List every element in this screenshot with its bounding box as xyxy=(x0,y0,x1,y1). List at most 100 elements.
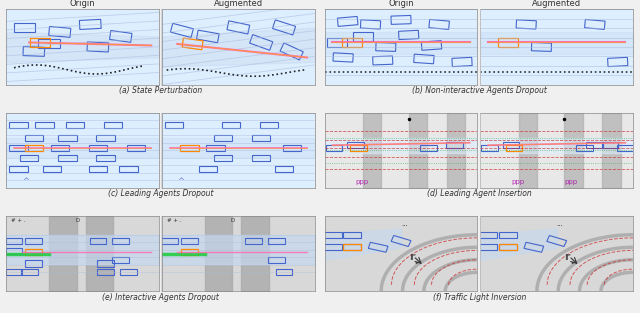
Text: Origin: Origin xyxy=(70,0,95,8)
Bar xyxy=(499,244,517,250)
Bar xyxy=(245,238,262,244)
Bar xyxy=(323,244,342,250)
Bar xyxy=(6,238,22,244)
Bar xyxy=(38,39,60,49)
Bar xyxy=(399,30,419,39)
Bar xyxy=(89,166,107,172)
Bar xyxy=(97,155,115,161)
Text: (a) State Perturbation: (a) State Perturbation xyxy=(119,86,202,95)
Bar xyxy=(113,257,129,263)
Bar xyxy=(6,248,22,254)
Bar xyxy=(113,238,129,244)
Bar xyxy=(524,242,543,252)
Bar xyxy=(25,145,43,151)
Bar xyxy=(420,145,437,151)
Bar xyxy=(181,249,198,255)
Bar xyxy=(198,166,217,172)
Bar xyxy=(10,145,28,151)
Bar xyxy=(333,53,353,62)
Text: ^: ^ xyxy=(22,177,29,186)
Text: (c) Leading Agents Dropout: (c) Leading Agents Dropout xyxy=(108,189,214,198)
Bar xyxy=(20,155,38,161)
Bar xyxy=(221,122,240,128)
Bar xyxy=(23,47,45,56)
Text: ...: ... xyxy=(401,221,408,227)
Bar xyxy=(43,166,61,172)
Bar xyxy=(89,145,107,151)
Bar xyxy=(180,145,198,151)
Bar xyxy=(165,122,184,128)
Bar xyxy=(26,238,42,244)
Bar xyxy=(196,30,219,43)
Text: r: r xyxy=(564,252,570,262)
Bar xyxy=(586,142,604,148)
Bar xyxy=(452,57,472,67)
Bar xyxy=(49,27,71,37)
Bar xyxy=(120,269,137,275)
Bar xyxy=(10,122,28,128)
Bar xyxy=(481,145,498,151)
Bar xyxy=(350,145,367,151)
Bar xyxy=(250,35,273,50)
Bar xyxy=(337,17,358,26)
Bar xyxy=(602,142,618,148)
Text: Origin: Origin xyxy=(388,0,414,8)
Bar xyxy=(479,232,497,238)
Bar xyxy=(252,135,270,141)
Bar xyxy=(347,142,364,148)
Bar xyxy=(170,23,193,38)
Text: ^: ^ xyxy=(177,177,184,186)
Text: (e) Interactive Agents Dropout: (e) Interactive Agents Dropout xyxy=(102,293,220,302)
Bar xyxy=(516,20,536,29)
Text: (b) Non-interactive Agents Dropout: (b) Non-interactive Agents Dropout xyxy=(412,86,547,95)
Text: ppp: ppp xyxy=(355,179,369,185)
Bar xyxy=(280,43,303,60)
Text: (d) Leading Agent Insertion: (d) Leading Agent Insertion xyxy=(427,189,532,198)
Bar xyxy=(214,155,232,161)
Bar xyxy=(14,23,35,32)
Bar xyxy=(161,238,178,244)
Text: ppp: ppp xyxy=(564,179,577,185)
Bar xyxy=(391,15,411,24)
Bar xyxy=(35,122,54,128)
Bar xyxy=(372,56,393,65)
Bar xyxy=(531,43,552,51)
Bar xyxy=(97,135,115,141)
Bar xyxy=(6,269,22,275)
Bar xyxy=(276,269,292,275)
Bar xyxy=(25,135,43,141)
Bar xyxy=(66,122,84,128)
Bar xyxy=(97,260,114,267)
Bar xyxy=(343,232,362,238)
Bar xyxy=(421,41,442,50)
Bar xyxy=(326,145,342,151)
Bar xyxy=(252,155,270,161)
Bar xyxy=(97,269,114,275)
Bar xyxy=(268,257,285,263)
Bar xyxy=(353,32,373,41)
Bar xyxy=(584,19,605,29)
Bar xyxy=(376,43,396,51)
Bar xyxy=(502,142,520,148)
Bar xyxy=(127,145,145,151)
Text: r: r xyxy=(409,252,414,262)
Bar xyxy=(413,54,434,64)
Bar xyxy=(182,38,203,50)
Bar xyxy=(506,145,522,151)
Bar xyxy=(206,145,225,151)
Bar xyxy=(342,38,362,47)
Bar xyxy=(58,155,77,161)
Bar xyxy=(429,19,449,29)
Bar xyxy=(268,238,285,244)
Bar xyxy=(26,260,42,267)
Bar xyxy=(104,122,122,128)
Text: D: D xyxy=(75,218,79,223)
Bar xyxy=(109,30,132,42)
Text: # + .: # + . xyxy=(166,218,181,223)
Bar xyxy=(479,244,497,250)
Bar xyxy=(369,242,388,252)
Text: ...: ... xyxy=(557,221,563,227)
Bar xyxy=(576,145,593,151)
Bar xyxy=(26,249,42,255)
Bar xyxy=(119,166,138,172)
